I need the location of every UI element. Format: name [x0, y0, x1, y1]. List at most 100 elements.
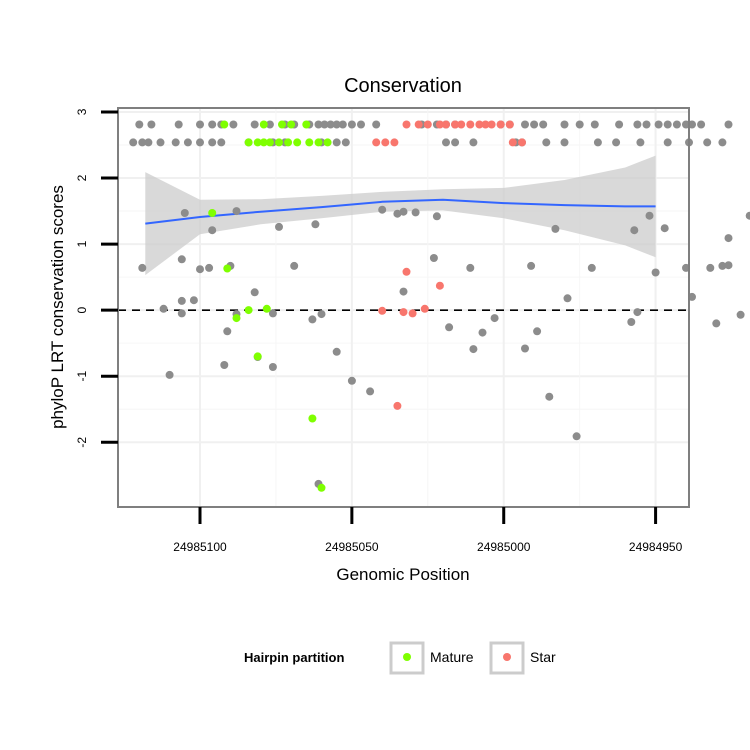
point-other — [399, 207, 408, 216]
point-other — [147, 120, 156, 129]
plot-panel — [118, 108, 689, 507]
point-other — [736, 310, 745, 319]
point-star — [420, 304, 429, 313]
point-other — [718, 138, 727, 147]
point-other — [651, 268, 660, 277]
point-other — [217, 138, 226, 147]
point-other — [442, 138, 450, 147]
point-other — [478, 328, 487, 337]
point-other — [663, 138, 672, 147]
panel-border — [117, 107, 690, 508]
point-mature — [223, 264, 232, 273]
point-other — [451, 138, 460, 147]
point-other — [706, 263, 715, 272]
point-star — [457, 120, 466, 129]
point-mature — [265, 138, 274, 147]
y-axis-title: phyloP LRT conservation scores — [48, 185, 67, 429]
confidence-band — [145, 155, 656, 276]
point-mature — [305, 138, 314, 147]
point-star — [487, 120, 496, 129]
point-other — [250, 120, 259, 129]
point-other — [724, 234, 733, 243]
point-other — [290, 261, 299, 270]
point-mature — [262, 304, 271, 313]
point-other — [311, 220, 320, 229]
point-other — [229, 120, 238, 129]
legend-swatch-mature — [403, 653, 411, 661]
point-star — [372, 138, 381, 147]
y-tick-label: 3 — [75, 108, 89, 115]
point-other — [545, 392, 554, 401]
legend: Hairpin partition Mature Star — [244, 641, 556, 675]
point-other — [615, 120, 624, 129]
point-star — [393, 401, 402, 410]
point-other — [268, 309, 277, 318]
point-other — [177, 309, 186, 318]
point-star — [518, 138, 526, 147]
point-other — [174, 120, 183, 129]
point-other — [445, 323, 454, 332]
point-other — [144, 138, 153, 147]
point-other — [196, 265, 204, 274]
x-tick-label: 24985000 — [477, 540, 531, 554]
point-other — [177, 255, 186, 264]
point-mature — [259, 120, 268, 129]
legend-title: Hairpin partition — [244, 650, 344, 665]
x-tick-label: 24985100 — [173, 540, 227, 554]
point-other — [332, 347, 341, 356]
point-other — [587, 263, 596, 272]
point-other — [138, 263, 147, 272]
point-mature — [253, 138, 262, 147]
point-other — [521, 120, 529, 129]
point-other — [399, 287, 408, 296]
point-mature — [208, 209, 217, 217]
y-tick-label: 2 — [75, 174, 89, 181]
point-other — [338, 120, 347, 129]
legend-label-mature: Mature — [430, 649, 474, 665]
point-other — [660, 224, 669, 233]
point-other — [593, 138, 602, 147]
y-tick-label: 0 — [75, 306, 89, 313]
smooth-line — [145, 198, 656, 225]
point-other — [654, 120, 663, 129]
point-other — [180, 209, 189, 217]
point-other — [490, 314, 499, 323]
point-other — [171, 138, 180, 147]
y-tick-label: -2 — [75, 437, 89, 448]
point-other — [560, 120, 569, 129]
point-other — [208, 226, 217, 235]
point-other — [521, 344, 529, 353]
point-star — [435, 120, 444, 129]
point-star — [378, 306, 387, 315]
point-star — [435, 281, 444, 290]
point-other — [697, 120, 706, 129]
point-other — [411, 208, 420, 217]
data-points — [129, 120, 750, 492]
point-mature — [275, 138, 283, 147]
point-other — [347, 120, 356, 129]
point-other — [159, 304, 168, 313]
point-mature — [323, 138, 332, 147]
point-star — [381, 138, 390, 147]
point-other — [466, 263, 475, 272]
x-axis: 24985100 24985050 24985000 24984950 — [173, 507, 683, 554]
point-other — [542, 138, 551, 147]
point-mature — [232, 314, 241, 323]
point-other — [724, 120, 733, 129]
point-mature — [308, 414, 317, 423]
point-other — [612, 138, 621, 147]
point-mature — [317, 483, 326, 492]
point-other — [712, 319, 721, 328]
point-other — [341, 138, 350, 147]
point-other — [314, 120, 323, 129]
point-other — [347, 376, 356, 385]
point-other — [129, 138, 138, 147]
point-other — [366, 387, 375, 396]
point-other — [393, 209, 402, 218]
point-other — [724, 261, 733, 270]
plot-frame — [117, 107, 690, 508]
legend-label-star: Star — [530, 649, 556, 665]
point-star — [442, 120, 450, 129]
point-other — [250, 288, 259, 297]
